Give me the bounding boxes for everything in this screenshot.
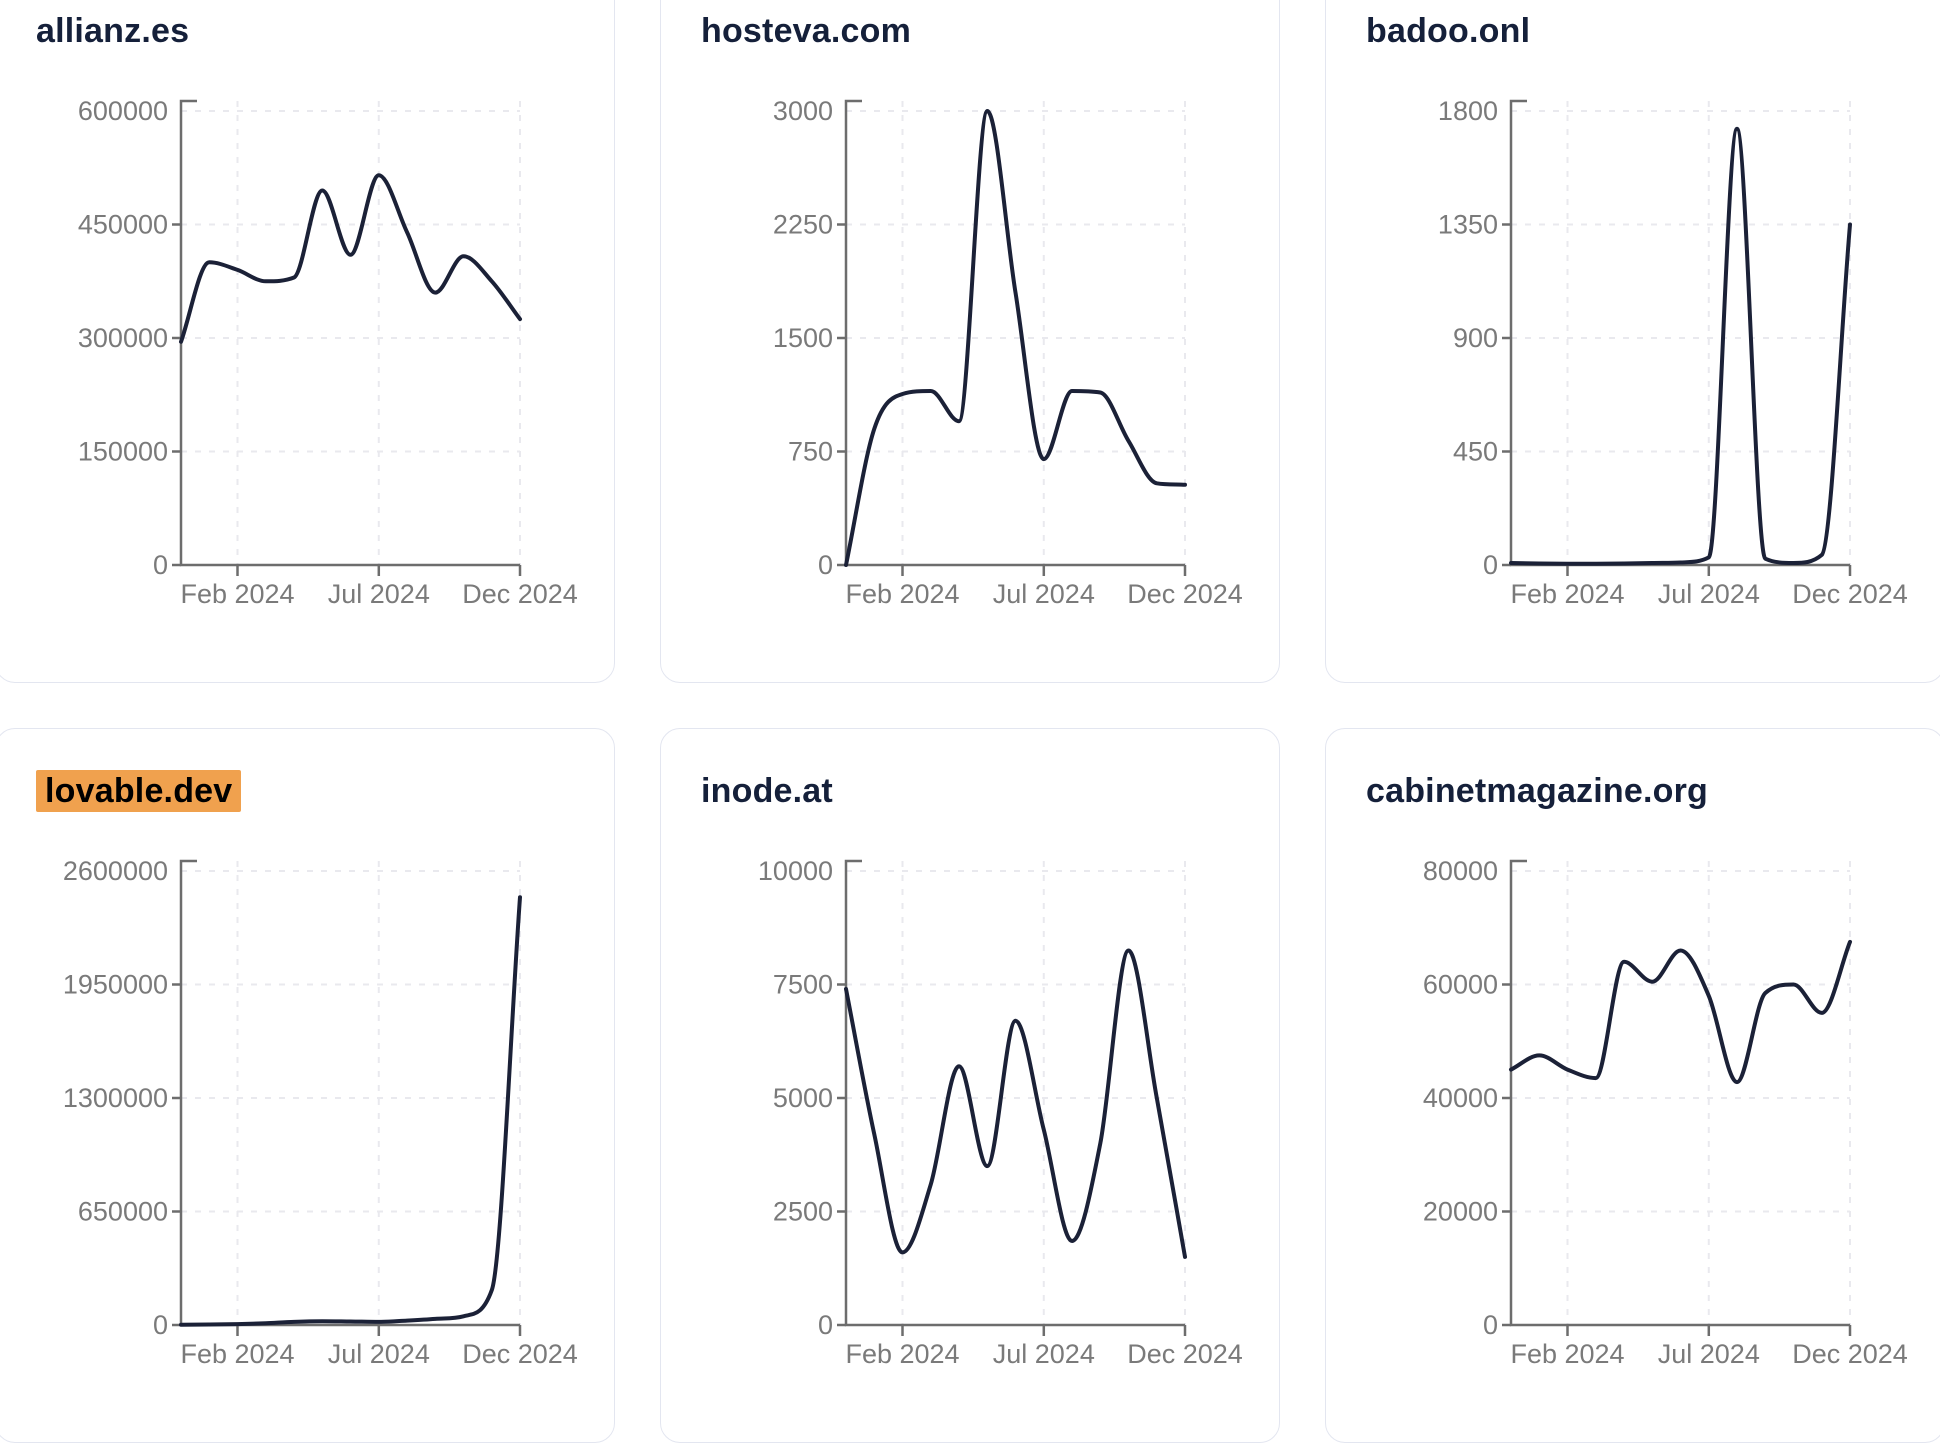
line-chart-canvas: 0 650000 1300000 1950000 2600000 Feb 2024 Jul … <box>63 856 578 1369</box>
chart-card-cabinetmagazine[interactable]: cabinetmagazine.org 0 20000 40000 60000 8000… <box>1325 728 1940 1443</box>
svg-text:20000: 20000 <box>1423 1197 1498 1227</box>
svg-text:Jul 2024: Jul 2024 <box>993 1339 1095 1369</box>
svg-text:Dec 2024: Dec 2024 <box>1792 579 1908 609</box>
svg-text:Feb 2024: Feb 2024 <box>180 579 294 609</box>
chart-card-hosteva[interactable]: hosteva.com 0 750 1500 2250 3000 Feb 2024 Jul … <box>660 0 1280 683</box>
chart-title: cabinetmagazine.org <box>1366 772 1708 810</box>
svg-text:Jul 2024: Jul 2024 <box>328 579 430 609</box>
svg-text:0: 0 <box>818 1310 833 1340</box>
chart-card-inode[interactable]: inode.at 0 2500 5000 7500 10000 Feb 2024 Jul 2… <box>660 728 1280 1443</box>
svg-text:Jul 2024: Jul 2024 <box>1658 1339 1760 1369</box>
chart-title: hosteva.com <box>701 12 912 50</box>
svg-text:150000: 150000 <box>78 437 168 467</box>
svg-text:2600000: 2600000 <box>63 856 168 886</box>
svg-text:80000: 80000 <box>1423 856 1498 886</box>
svg-text:0: 0 <box>153 1310 168 1340</box>
svg-text:0: 0 <box>1483 1310 1498 1340</box>
svg-text:750: 750 <box>788 437 833 467</box>
svg-text:Dec 2024: Dec 2024 <box>462 579 578 609</box>
line-chart-canvas: 0 20000 40000 60000 80000 Feb 2024 Jul 2024 Dec… <box>1423 856 1908 1369</box>
svg-text:Dec 2024: Dec 2024 <box>1127 1339 1243 1369</box>
svg-text:1800: 1800 <box>1438 96 1498 126</box>
svg-text:450: 450 <box>1453 437 1498 467</box>
svg-text:0: 0 <box>1483 550 1498 580</box>
svg-text:Feb 2024: Feb 2024 <box>180 1339 294 1369</box>
svg-text:1500: 1500 <box>773 323 833 353</box>
svg-text:Feb 2024: Feb 2024 <box>845 579 959 609</box>
svg-text:Dec 2024: Dec 2024 <box>1792 1339 1908 1369</box>
svg-text:2250: 2250 <box>773 210 833 240</box>
line-chart-canvas: 0 2500 5000 7500 10000 Feb 2024 Jul 2024 Dec 20… <box>758 856 1243 1369</box>
svg-text:900: 900 <box>1453 323 1498 353</box>
svg-text:2500: 2500 <box>773 1197 833 1227</box>
svg-text:3000: 3000 <box>773 96 833 126</box>
svg-text:Jul 2024: Jul 2024 <box>1658 579 1760 609</box>
svg-text:1350: 1350 <box>1438 210 1498 240</box>
svg-text:10000: 10000 <box>758 856 833 886</box>
line-chart-canvas: 0 150000 300000 450000 600000 Feb 2024 Jul 202… <box>78 96 578 609</box>
svg-text:600000: 600000 <box>78 96 168 126</box>
svg-text:Feb 2024: Feb 2024 <box>1510 579 1624 609</box>
svg-text:1300000: 1300000 <box>63 1083 168 1113</box>
svg-text:0: 0 <box>818 550 833 580</box>
svg-text:60000: 60000 <box>1423 970 1498 1000</box>
svg-text:Feb 2024: Feb 2024 <box>845 1339 959 1369</box>
svg-text:7500: 7500 <box>773 970 833 1000</box>
chart-title: allianz.es <box>36 12 190 50</box>
chart-card-allianz[interactable]: allianz.es 0 150000 300000 450000 600000 Feb … <box>0 0 615 683</box>
line-chart-canvas: 0 450 900 1350 1800 Feb 2024 Jul 2024 Dec 2024 <box>1438 96 1908 609</box>
chart-title: lovable.dev <box>36 770 242 812</box>
svg-text:1950000: 1950000 <box>63 970 168 1000</box>
chart-card-badoo[interactable]: badoo.onl 0 450 900 1350 1800 Feb 2024 Jul 202… <box>1325 0 1940 683</box>
svg-text:0: 0 <box>153 550 168 580</box>
svg-text:5000: 5000 <box>773 1083 833 1113</box>
svg-text:650000: 650000 <box>78 1197 168 1227</box>
svg-text:300000: 300000 <box>78 323 168 353</box>
svg-text:450000: 450000 <box>78 210 168 240</box>
line-chart-canvas: 0 750 1500 2250 3000 Feb 2024 Jul 2024 Dec 2024 <box>773 96 1243 609</box>
chart-card-lovable[interactable]: lovable.dev 0 650000 1300000 1950000 2600000… <box>0 728 615 1443</box>
svg-text:Jul 2024: Jul 2024 <box>328 1339 430 1369</box>
svg-text:Jul 2024: Jul 2024 <box>993 579 1095 609</box>
svg-text:Feb 2024: Feb 2024 <box>1510 1339 1624 1369</box>
chart-title: inode.at <box>701 772 833 810</box>
chart-title: badoo.onl <box>1366 12 1531 50</box>
svg-text:Dec 2024: Dec 2024 <box>1127 579 1243 609</box>
svg-text:Dec 2024: Dec 2024 <box>462 1339 578 1369</box>
svg-text:40000: 40000 <box>1423 1083 1498 1113</box>
